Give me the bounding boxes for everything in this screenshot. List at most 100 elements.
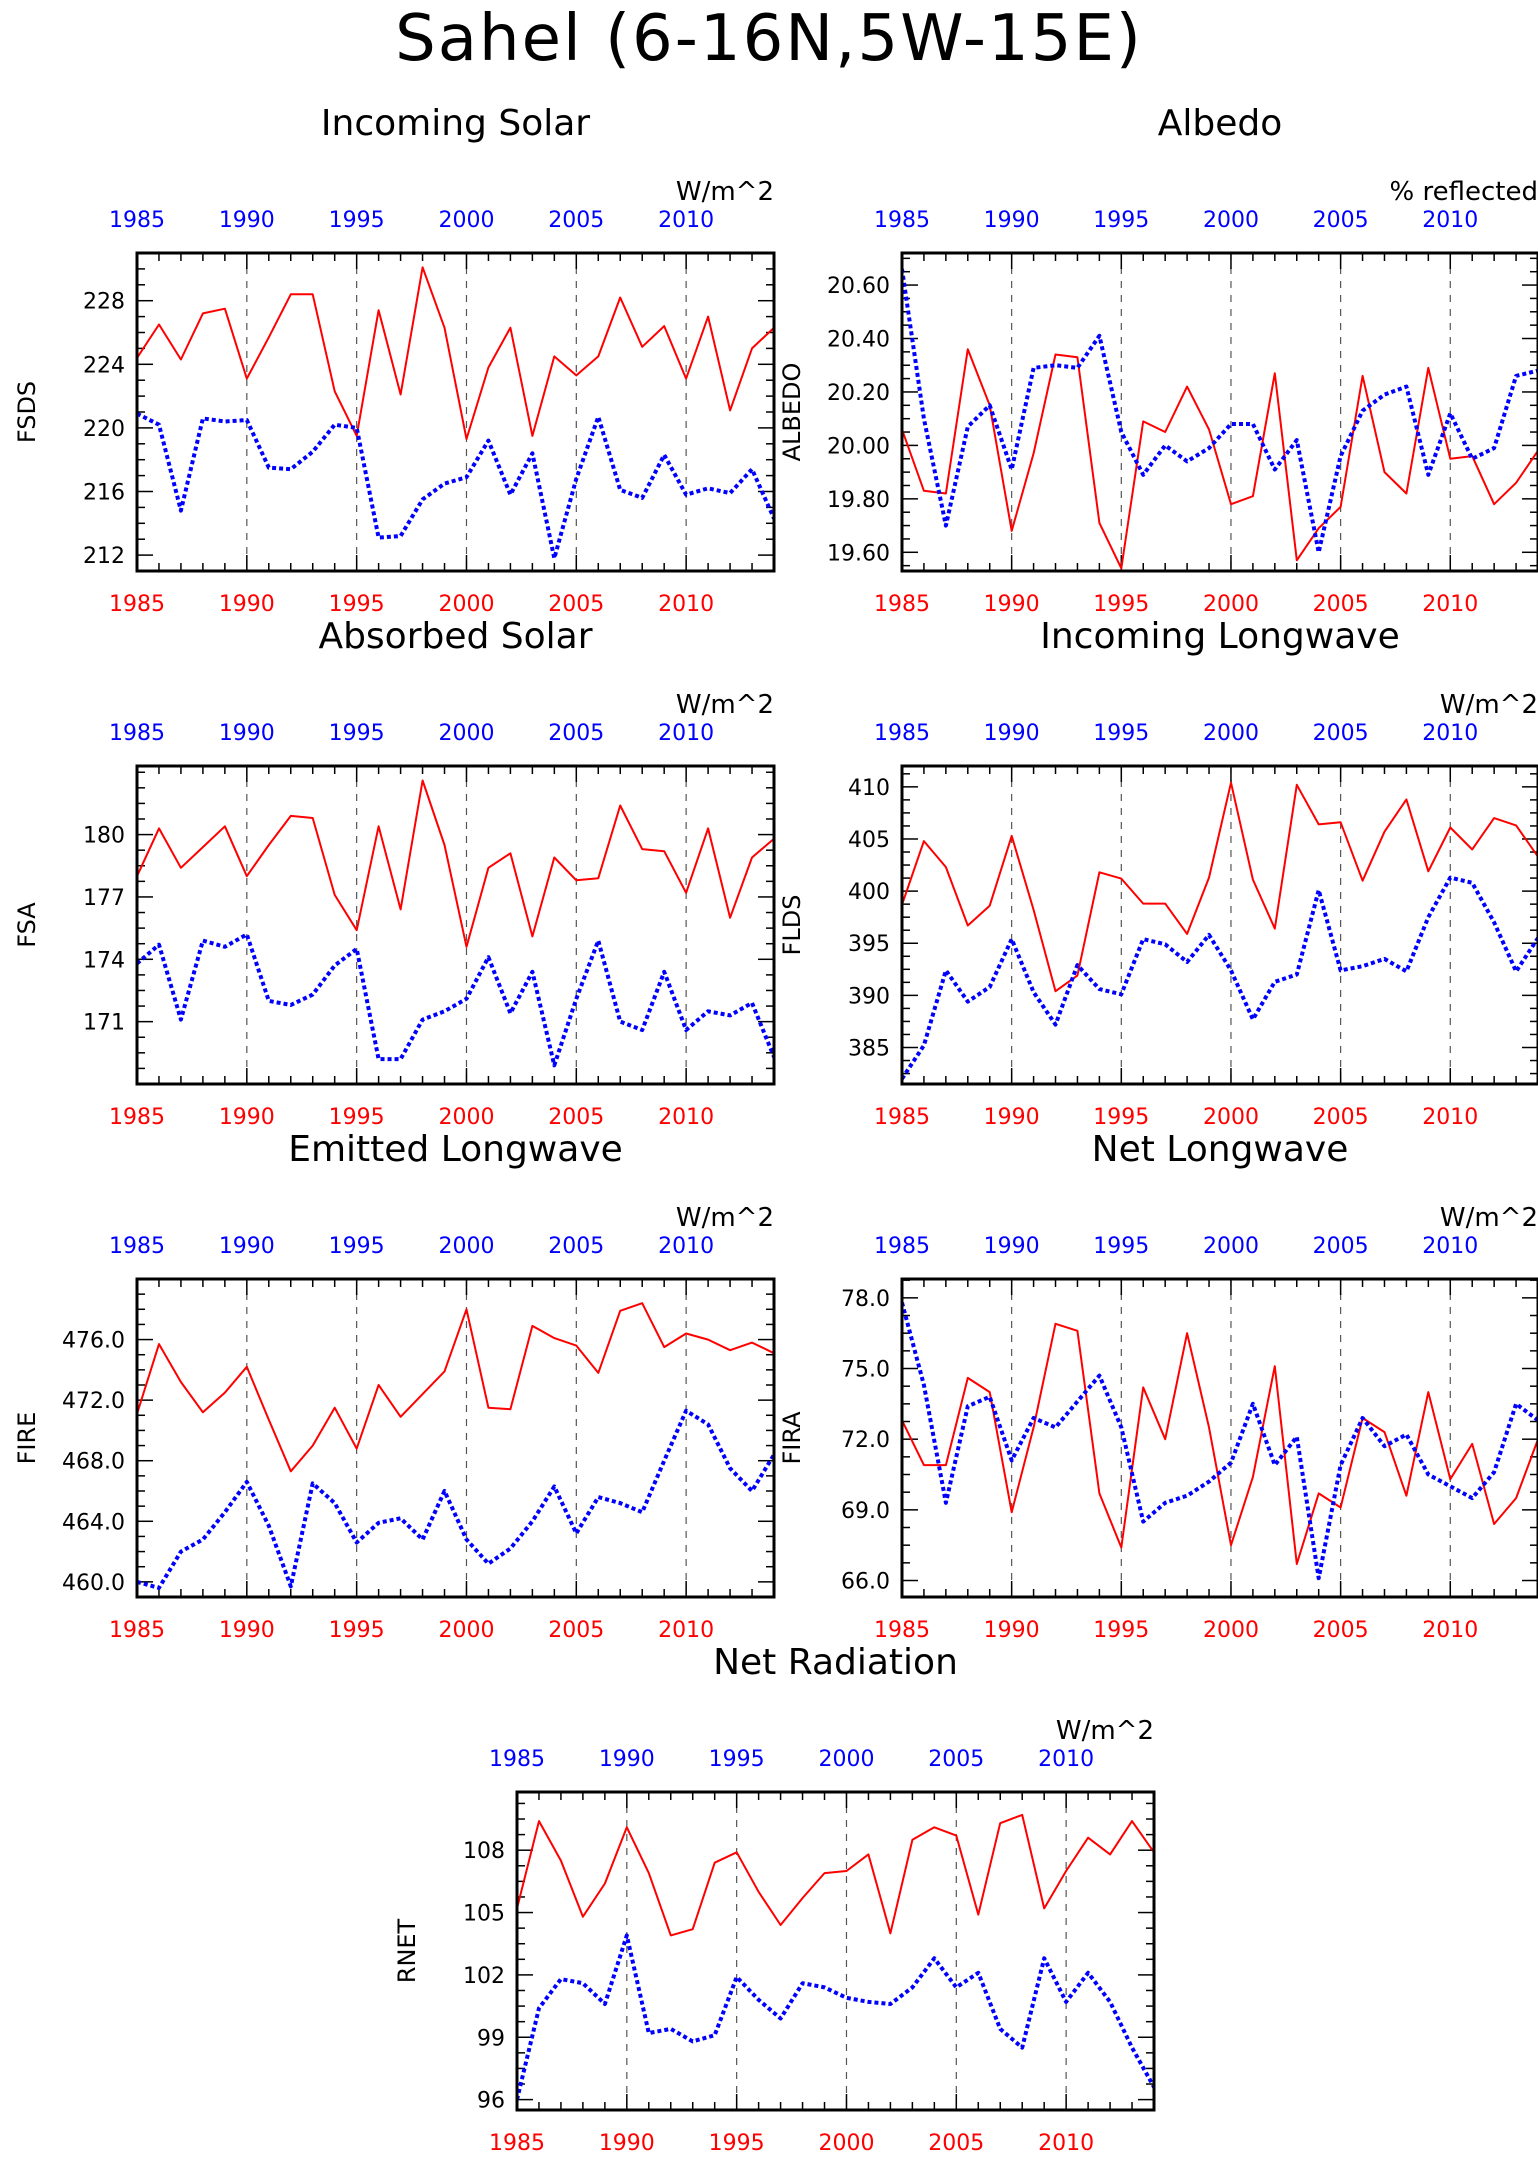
chart-6-x-tick-label-bottom: 1990	[599, 2131, 655, 2156]
chart-0-x-tick-label-top: 2010	[658, 208, 714, 233]
chart-3-series-dotted-line	[902, 875, 1538, 1080]
chart-4-series-group	[137, 1302, 774, 1590]
chart-incoming-longwave: Incoming Longwave W/m^2 FLDS 1985 1990 1995 20…	[778, 616, 1538, 1130]
chart-1-y-tick-label: 20.20	[827, 381, 890, 406]
chart-2-y-tick-label: 180	[83, 824, 125, 849]
chart-0-x-tick-label-bottom: 2000	[438, 592, 494, 617]
chart-0-x-tick-label-top: 2005	[548, 208, 604, 233]
chart-3-plot-frame	[900, 764, 1538, 1086]
chart-1-series-solid-line	[902, 348, 1538, 570]
chart-0-plot-frame	[135, 251, 776, 573]
chart-3-x-tick-label-top: 1990	[984, 721, 1040, 746]
chart-2-x-tick-label-top: 1990	[219, 721, 275, 746]
chart-3-y-tick-label: 390	[848, 984, 890, 1009]
chart-5-x-tick-label-bottom: 1995	[1093, 1618, 1149, 1643]
chart-5-x-tick-label-bottom: 2005	[1313, 1618, 1369, 1643]
chart-3-y-tick-label: 405	[848, 828, 890, 853]
chart-1-x-tick-label-top: 2010	[1422, 208, 1478, 233]
chart-net-radiation: Net Radiation W/m^2 RNET 1985 1990 1995 2000 20…	[393, 1642, 1156, 2156]
chart-0-series-group	[137, 266, 774, 561]
chart-0-x-tick-label-top: 1985	[109, 208, 165, 233]
chart-0-y-tick-label: 220	[83, 417, 125, 442]
chart-1-x-tick-label-bottom: 2000	[1203, 592, 1259, 617]
chart-5-x-tick-label-top: 1995	[1093, 1234, 1149, 1259]
chart-3-y-tick-label: 400	[848, 880, 890, 905]
chart-2-x-tick-label-top: 1985	[109, 721, 165, 746]
chart-1-series-group	[902, 268, 1538, 570]
chart-4-x-tick-label-top: 2000	[438, 1234, 494, 1259]
chart-0-y-tick-label: 216	[83, 481, 125, 506]
chart-5-title: Net Longwave	[1092, 1129, 1349, 1170]
chart-5-y-tick-label: 78.0	[841, 1287, 890, 1312]
chart-2-title: Absorbed Solar	[318, 616, 592, 657]
chart-6-x-tick-label-bottom: 2005	[928, 2131, 984, 2156]
chart-1-x-tick-label-bottom: 2005	[1313, 592, 1369, 617]
chart-2-series-solid-line	[137, 779, 774, 948]
chart-1-x-tick-label-bottom: 1995	[1093, 592, 1149, 617]
chart-0-x-tick-label-bottom: 2005	[548, 592, 604, 617]
chart-6-x-tick-label-bottom: 1985	[489, 2131, 545, 2156]
chart-2-x-tick-label-bottom: 2005	[548, 1105, 604, 1130]
chart-5-x-tick-label-bottom: 1985	[874, 1618, 930, 1643]
chart-4-plot-frame	[135, 1277, 776, 1599]
chart-6-series-group	[517, 1813, 1154, 2101]
chart-3-series-group	[902, 781, 1538, 1080]
chart-4-x-tick-label-top: 2010	[658, 1234, 714, 1259]
chart-1-ylabel: ALBEDO	[778, 363, 806, 462]
chart-0-y-tick-label: 224	[83, 353, 125, 378]
chart-3-y-tick-label: 410	[848, 776, 890, 801]
chart-1-x-tick-label-top: 2005	[1313, 208, 1369, 233]
chart-1-units-label: % reflected	[1390, 177, 1538, 207]
chart-6-x-tick-label-top: 2010	[1038, 1747, 1094, 1772]
chart-absorbed-solar: Absorbed Solar W/m^2 FSA 1985 1990 1995 2000 20…	[13, 616, 776, 1130]
chart-0-x-tick-label-bottom: 1995	[329, 592, 385, 617]
chart-6-x-tick-label-top: 1990	[599, 1747, 655, 1772]
chart-6-plot-frame	[515, 1790, 1156, 2112]
chart-3-x-tick-label-bottom: 2000	[1203, 1105, 1259, 1130]
chart-5-series-solid-line	[902, 1322, 1538, 1565]
chart-6-ylabel: RNET	[393, 1918, 421, 1983]
chart-4-y-tick-label: 472.0	[62, 1389, 125, 1414]
chart-5-x-tick-label-bottom: 2000	[1203, 1618, 1259, 1643]
chart-6-y-tick-label: 99	[477, 2026, 505, 2051]
chart-4-x-tick-label-top: 2005	[548, 1234, 604, 1259]
chart-2-x-tick-label-bottom: 1990	[219, 1105, 275, 1130]
chart-6-y-tick-label: 96	[477, 2089, 505, 2114]
chart-0-x-tick-label-bottom: 2010	[658, 592, 714, 617]
chart-4-x-tick-label-bottom: 1985	[109, 1618, 165, 1643]
chart-6-y-tick-label: 105	[463, 1902, 505, 1927]
chart-6-x-tick-label-top: 2005	[928, 1747, 984, 1772]
chart-4-x-tick-label-bottom: 2010	[658, 1618, 714, 1643]
chart-6-x-tick-label-bottom: 2000	[818, 2131, 874, 2156]
chart-5-y-tick-label: 72.0	[841, 1428, 890, 1453]
chart-2-y-tick-label: 174	[83, 948, 125, 973]
chart-2-x-tick-label-top: 2005	[548, 721, 604, 746]
chart-6-x-tick-label-bottom: 1995	[709, 2131, 765, 2156]
chart-4-x-tick-label-top: 1995	[329, 1234, 385, 1259]
chart-4-y-tick-label: 468.0	[62, 1450, 125, 1475]
chart-2-x-tick-label-bottom: 2010	[658, 1105, 714, 1130]
chart-4-ylabel: FIRE	[13, 1412, 41, 1465]
chart-3-y-tick-label: 395	[848, 932, 890, 957]
chart-5-x-tick-label-top: 2000	[1203, 1234, 1259, 1259]
chart-5-y-tick-label: 75.0	[841, 1358, 890, 1383]
chart-5-y-tick-label: 66.0	[841, 1570, 890, 1595]
chart-4-units-label: W/m^2	[676, 1203, 774, 1233]
chart-2-x-tick-label-bottom: 1985	[109, 1105, 165, 1130]
chart-1-y-tick-label: 20.00	[827, 434, 890, 459]
chart-4-series-solid-line	[137, 1302, 774, 1473]
chart-6-title: Net Radiation	[713, 1642, 958, 1683]
chart-2-x-tick-label-top: 2000	[438, 721, 494, 746]
chart-1-x-tick-label-top: 1990	[984, 208, 1040, 233]
chart-1-plot-frame	[900, 251, 1538, 573]
chart-2-x-tick-label-top: 2010	[658, 721, 714, 746]
chart-0-x-tick-label-top: 1990	[219, 208, 275, 233]
page-title: Sahel (6-16N,5W-15E)	[395, 2, 1143, 76]
chart-0-title: Incoming Solar	[321, 103, 590, 144]
chart-4-y-tick-label: 476.0	[62, 1329, 125, 1354]
chart-1-title: Albedo	[1158, 103, 1283, 144]
chart-5-x-tick-label-top: 2005	[1313, 1234, 1369, 1259]
chart-1-y-tick-label: 20.40	[827, 328, 890, 353]
chart-3-series-solid-line	[902, 781, 1538, 993]
